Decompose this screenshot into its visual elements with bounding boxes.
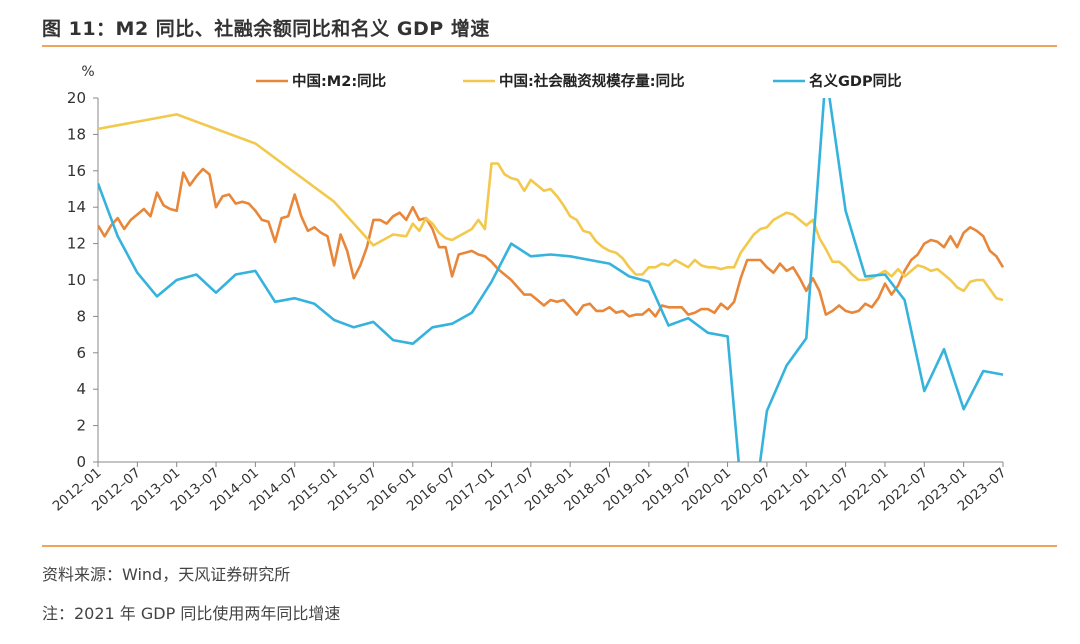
y-tick-label: 16 — [67, 162, 86, 180]
y-tick-label: 18 — [67, 125, 86, 143]
series-layer — [98, 98, 1005, 462]
legend-label-0: 中国:M2:同比 — [292, 72, 386, 90]
legend-label-2: 名义GDP同比 — [809, 72, 902, 90]
y-tick-label: 10 — [67, 271, 86, 289]
y-tick-label: 2 — [76, 417, 86, 435]
y-tick-label: 12 — [67, 235, 86, 253]
footnote: 注：2021 年 GDP 同比使用两年同比增速 — [42, 604, 341, 623]
x-axis: 2012–012012–072013–012013–072014–012014–… — [50, 461, 1010, 515]
y-tick-label: 4 — [76, 380, 86, 398]
y-tick-label: 8 — [76, 307, 86, 325]
figure-title: 图 11：M2 同比、社融余额同比和名义 GDP 增速 — [42, 18, 490, 40]
source-note: 资料来源：Wind，天风证券研究所 — [42, 565, 291, 584]
chart-legend: 中国:M2:同比 中国:社会融资规模存量:同比 名义GDP同比 — [256, 72, 902, 90]
line-chart: % 中国:M2:同比 中国:社会融资规模存量:同比 名义GDP同比 0 2 4 6 8 10 1… — [50, 64, 1010, 515]
y-axis: 0 2 4 6 8 10 12 14 16 18 20 — [67, 89, 99, 471]
series-line-2 — [98, 98, 1004, 462]
y-tick-label: 20 — [67, 89, 86, 107]
y-tick-label: 6 — [76, 344, 86, 362]
y-axis-unit: % — [81, 64, 94, 80]
top-divider — [42, 45, 1057, 47]
series-line-0 — [98, 167, 1005, 318]
y-tick-label: 14 — [67, 198, 86, 216]
bottom-divider — [42, 545, 1057, 547]
y-tick-label: 0 — [76, 453, 86, 471]
legend-label-1: 中国:社会融资规模存量:同比 — [499, 72, 685, 90]
series-line-1 — [98, 113, 1004, 302]
